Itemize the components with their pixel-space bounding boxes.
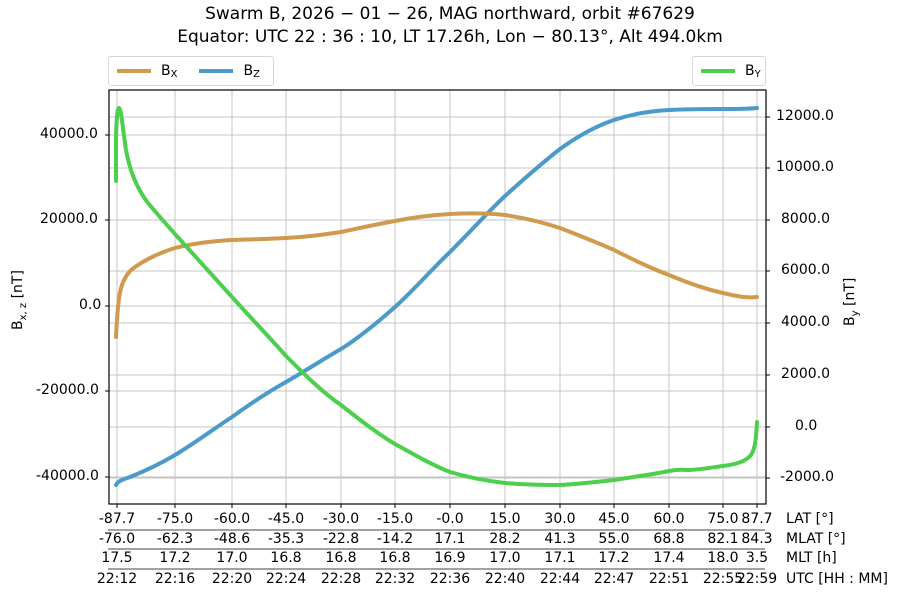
x-tick-label: 18.0 xyxy=(707,550,739,566)
x-tick-label: 22:16 xyxy=(154,571,196,587)
x-tick-label: -76.0 xyxy=(98,531,136,547)
right-axis-label: By [nT] xyxy=(842,277,861,326)
legend-left: BX BZ xyxy=(108,56,274,86)
x-row-separators xyxy=(108,529,765,570)
x-tick-label: 84.3 xyxy=(741,531,773,547)
x-tick-label: 16.8 xyxy=(325,550,357,566)
right-ytick: 4000.0 xyxy=(781,314,830,330)
legend-label-bz: B xyxy=(243,62,254,79)
x-tick-label: 45.0 xyxy=(598,511,630,527)
right-ytick: 0.0 xyxy=(795,418,818,434)
x-tick-label: 16.8 xyxy=(379,550,411,566)
left-axis-label: Bx, z [nT] xyxy=(10,270,29,330)
x-tick-label: 17.5 xyxy=(101,550,133,566)
x-tick-label: 15.0 xyxy=(489,511,521,527)
x-tick-label: 87.7 xyxy=(741,511,773,527)
x-tick-label: 22:51 xyxy=(648,571,690,587)
x-tick-label: -48.6 xyxy=(213,531,251,547)
legend-item-by: BY xyxy=(701,63,761,80)
x-tick-label: 82.1 xyxy=(707,531,739,547)
legend-item-bz: BZ xyxy=(199,62,260,80)
series-by-line xyxy=(114,105,759,488)
axes-frame xyxy=(108,89,767,505)
x-tick-label: 30.0 xyxy=(544,511,576,527)
x-tick-label: 22:12 xyxy=(96,571,138,587)
x-tick-label: 28.2 xyxy=(489,531,521,547)
x-tick-label: 22:32 xyxy=(374,571,416,587)
x-tick-label: 41.3 xyxy=(544,531,576,547)
x-tick-label: -87.7 xyxy=(98,511,136,527)
grid-horizontal-left xyxy=(109,134,766,478)
left-ytick: 40000.0 xyxy=(40,126,98,142)
chart-title-line1: Swarm B, 2026 − 01 − 26, MAG northward, … xyxy=(205,4,695,24)
x-tick-label: -45.0 xyxy=(267,511,305,527)
grid-horizontal-right xyxy=(109,116,766,479)
legend-swatch-bx xyxy=(117,69,151,73)
x-tick-label: -15.0 xyxy=(376,511,414,527)
x-tick-label: 17.2 xyxy=(598,550,630,566)
right-ytick: 6000.0 xyxy=(781,262,830,278)
x-tick-label: 16.9 xyxy=(434,550,466,566)
x-tick-label: -22.8 xyxy=(322,531,360,547)
chart-title-line2: Equator: UTC 22 : 36 : 10, LT 17.26h, Lo… xyxy=(177,27,723,47)
x-tick-label: 68.8 xyxy=(653,531,685,547)
x-tick-label: 17.2 xyxy=(159,550,191,566)
x-tick-label: 22:59 xyxy=(736,571,778,587)
legend-right: BY xyxy=(692,56,766,86)
legend-label-bx: B xyxy=(161,62,171,79)
right-ytick: 12000.0 xyxy=(776,108,834,124)
x-tick-label: 55.0 xyxy=(598,531,630,547)
x-row-label: MLAT [°] xyxy=(786,531,846,547)
x-tick-label: 17.1 xyxy=(544,550,576,566)
x-tick-label: 17.1 xyxy=(434,531,466,547)
bottom-ticks xyxy=(116,504,758,508)
x-tick-label: 22:44 xyxy=(539,571,581,587)
legend-swatch-bz xyxy=(199,69,234,73)
left-ytick: -20000.0 xyxy=(36,382,99,398)
series-bz-line xyxy=(114,106,759,487)
x-tick-label: 22:47 xyxy=(593,571,635,587)
x-tick-label: -75.0 xyxy=(156,511,194,527)
x-tick-label: 17.0 xyxy=(216,550,248,566)
x-row-label: LAT [°] xyxy=(786,511,834,527)
legend-label-by: B xyxy=(745,62,755,79)
left-ytick: 20000.0 xyxy=(40,211,98,227)
legend-swatch-by xyxy=(701,69,735,73)
x-tick-label: 17.0 xyxy=(489,550,521,566)
x-tick-label: 17.4 xyxy=(653,550,685,566)
x-tick-label: -0.0 xyxy=(436,511,464,527)
series-bx-line xyxy=(114,211,759,339)
x-tick-label: 60.0 xyxy=(653,511,685,527)
x-tick-label: 22:28 xyxy=(320,571,362,587)
x-tick-label: 22:40 xyxy=(484,571,526,587)
x-row-label: MLT [h] xyxy=(786,550,837,566)
x-tick-label: 22:55 xyxy=(702,571,744,587)
x-tick-label: -35.3 xyxy=(267,531,305,547)
x-tick-label: -30.0 xyxy=(322,511,360,527)
x-tick-label: 3.5 xyxy=(745,550,769,566)
grid-vertical xyxy=(116,90,758,504)
left-ticks xyxy=(105,134,109,478)
x-tick-label: 16.8 xyxy=(270,550,302,566)
right-ytick: 2000.0 xyxy=(781,366,830,382)
right-ticks xyxy=(766,116,770,479)
left-ytick: -40000.0 xyxy=(36,468,99,484)
left-ytick: 0.0 xyxy=(79,297,102,313)
right-ytick: 8000.0 xyxy=(781,211,830,227)
x-tick-label: 22:36 xyxy=(429,571,471,587)
right-ytick: -2000.0 xyxy=(780,469,835,485)
legend-item-bx: BX xyxy=(117,63,177,80)
right-ytick: 10000.0 xyxy=(776,159,834,175)
x-tick-label: -60.0 xyxy=(213,511,251,527)
x-tick-label: 75.0 xyxy=(707,511,739,527)
x-tick-label: -14.2 xyxy=(376,531,414,547)
x-tick-label: -62.3 xyxy=(156,531,194,547)
x-tick-label: 22:20 xyxy=(211,571,253,587)
x-tick-label: 22:24 xyxy=(265,571,307,587)
x-row-label: UTC [HH : MM] xyxy=(786,571,888,587)
